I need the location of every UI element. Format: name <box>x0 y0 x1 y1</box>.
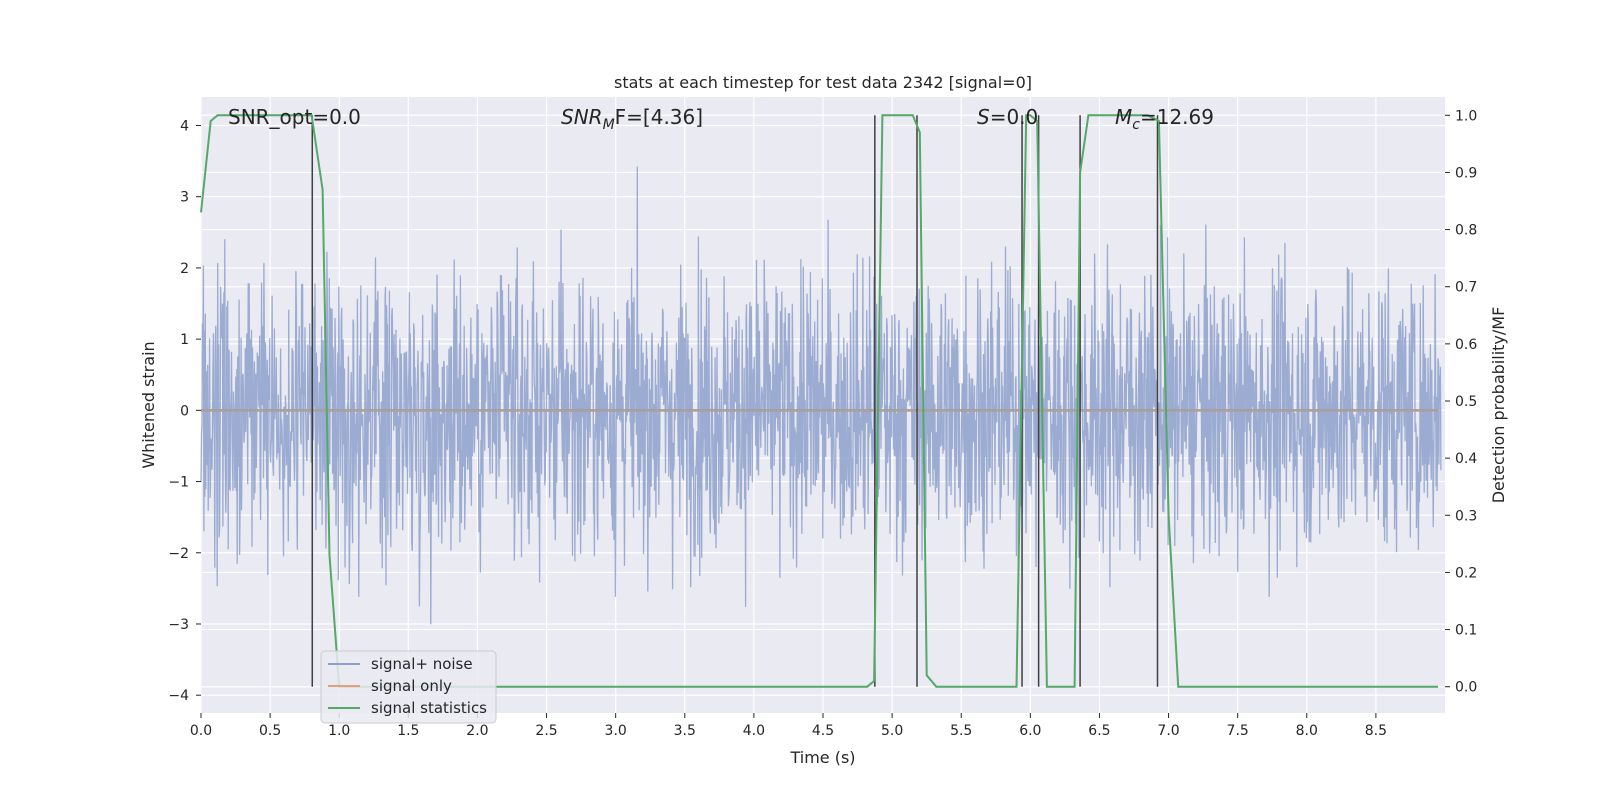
snr-mf-symbol: SNR <box>561 105 603 129</box>
y-tick-label: 2 <box>180 261 189 277</box>
y2-tick-label: 0.9 <box>1455 165 1477 181</box>
annotation-snr-opt: SNR_opt=0.0 <box>228 105 361 129</box>
y2-tick-label: 0.3 <box>1455 508 1477 524</box>
x-axis-ticks: 0.0 0.5 1.0 1.5 2.0 2.5 3.0 3.5 4.0 4.5 5.0 5.5 6.0 6… <box>190 713 1387 739</box>
y2-tick-label: 0.0 <box>1455 680 1477 696</box>
x-tick-label: 2.5 <box>535 723 557 739</box>
x-tick-label: 6.5 <box>1088 723 1110 739</box>
y-tick-label: −4 <box>168 688 189 704</box>
noise-trace <box>200 166 1442 625</box>
annotation-mc: Mc=12.69 <box>1115 105 1214 133</box>
x-tick-label: 1.0 <box>328 723 350 739</box>
x-tick-label: 1.5 <box>397 723 419 739</box>
y-tick-label: −1 <box>168 475 189 491</box>
y2-tick-label: 0.6 <box>1455 337 1477 353</box>
x-axis-label: Time (s) <box>789 748 855 767</box>
legend: signal+ noise signal only signal statist… <box>320 650 497 724</box>
signal-statistics-line <box>200 114 1439 688</box>
y-tick-label: 0 <box>180 403 189 419</box>
s-value: =0.0 <box>990 105 1039 129</box>
snr-mf-value: F=[4.36] <box>615 105 703 129</box>
x-tick-label: 0.0 <box>190 723 212 739</box>
legend-box <box>320 650 497 724</box>
x-tick-label: 0.5 <box>259 723 281 739</box>
x-tick-label: 3.0 <box>605 723 627 739</box>
legend-label-signal-only: signal only <box>371 677 452 695</box>
y-axis-ticks: −4 −3 −2 −1 0 1 2 3 4 <box>168 118 201 704</box>
y2-tick-label: 0.4 <box>1455 451 1477 467</box>
x-tick-label: 8.5 <box>1365 723 1387 739</box>
x-tick-label: 7.0 <box>1157 723 1179 739</box>
snr-mf-subscript: M <box>603 117 615 133</box>
legend-label-signal-statistics: signal statistics <box>371 699 487 717</box>
y-axis-label: Whitened strain <box>139 341 158 468</box>
y2-axis-label: Detection probability/MF <box>1489 307 1508 504</box>
y-tick-label: 4 <box>180 118 189 134</box>
s-symbol: S <box>977 105 990 129</box>
annotation-s: S=0.0 <box>977 105 1038 129</box>
y2-tick-label: 0.1 <box>1455 623 1477 639</box>
y-tick-label: 1 <box>180 332 189 348</box>
y2-tick-label: 0.2 <box>1455 565 1477 581</box>
mc-value: =12.69 <box>1140 105 1214 129</box>
x-tick-label: 4.0 <box>743 723 765 739</box>
x-tick-label: 6.0 <box>1019 723 1041 739</box>
mc-symbol: M <box>1115 105 1132 129</box>
legend-label-signal-noise: signal+ noise <box>371 655 473 673</box>
x-tick-label: 5.5 <box>950 723 972 739</box>
chart-title: stats at each timestep for test data 234… <box>614 73 1032 92</box>
y2-tick-label: 1.0 <box>1455 108 1477 124</box>
y-tick-label: 3 <box>180 190 189 206</box>
x-tick-label: 5.0 <box>881 723 903 739</box>
y-tick-label: −3 <box>168 617 189 633</box>
x-tick-label: 3.5 <box>674 723 696 739</box>
x-tick-label: 2.0 <box>466 723 488 739</box>
y2-tick-label: 0.7 <box>1455 280 1477 296</box>
series-signal-statistics <box>200 114 1439 688</box>
series-signal-noise <box>200 166 1442 625</box>
x-tick-label: 8.0 <box>1296 723 1318 739</box>
y-tick-label: −2 <box>168 546 189 562</box>
x-tick-label: 7.5 <box>1227 723 1249 739</box>
mc-subscript: c <box>1132 117 1140 133</box>
x-tick-label: 4.5 <box>812 723 834 739</box>
y2-tick-label: 0.5 <box>1455 394 1477 410</box>
y2-axis-ticks: 0.0 0.1 0.2 0.3 0.4 0.5 0.6 0.7 0.8 0.9 1.0 <box>1445 108 1477 696</box>
y2-tick-label: 0.8 <box>1455 223 1477 239</box>
annotation-snr-mf: SNRMF=[4.36] <box>561 105 703 133</box>
